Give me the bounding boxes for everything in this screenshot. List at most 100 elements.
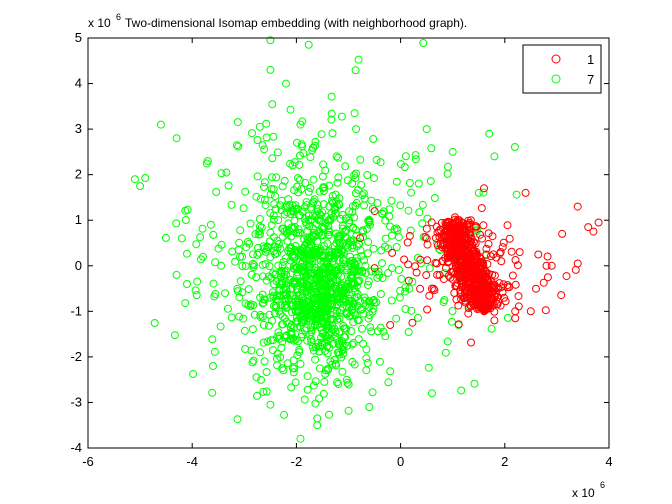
series-7-point bbox=[457, 386, 466, 395]
series-1-point bbox=[457, 255, 466, 264]
series-7-point bbox=[276, 353, 285, 362]
series-7-point bbox=[252, 373, 261, 382]
series-7-point bbox=[361, 261, 370, 270]
series-7-point bbox=[338, 367, 347, 376]
series-1-point bbox=[454, 320, 463, 329]
series-7-point bbox=[286, 159, 295, 168]
series-7-point bbox=[267, 185, 276, 193]
series-1-point bbox=[438, 241, 447, 250]
series-7-point bbox=[365, 297, 374, 306]
series-7-point bbox=[426, 177, 435, 186]
series-1-point bbox=[457, 223, 466, 232]
series-7-point bbox=[338, 224, 347, 233]
series-1-point bbox=[508, 271, 517, 280]
series-7-point bbox=[260, 178, 269, 187]
series-1-point bbox=[479, 258, 487, 267]
series-7-point bbox=[181, 299, 190, 308]
series-7-point bbox=[328, 296, 337, 305]
series-7-point bbox=[303, 290, 312, 299]
series-7-point bbox=[327, 209, 336, 218]
series-7-point bbox=[319, 200, 328, 209]
series-1-point bbox=[532, 284, 540, 293]
series-7-point bbox=[365, 403, 374, 411]
series-1-point bbox=[498, 288, 507, 297]
series-7-point bbox=[322, 264, 331, 273]
series-7-point bbox=[212, 188, 221, 196]
series-7-point bbox=[376, 158, 385, 167]
series-7-point bbox=[266, 400, 275, 409]
series-7-point bbox=[249, 301, 258, 310]
series-7-point bbox=[286, 105, 295, 114]
series-7-point bbox=[354, 266, 363, 275]
series-7-point bbox=[362, 345, 371, 354]
series-7-point bbox=[313, 414, 322, 423]
y-multiplier-base: x 10 bbox=[88, 16, 111, 30]
series-7-point bbox=[234, 142, 243, 151]
series-7-point bbox=[349, 236, 358, 245]
series-1-point bbox=[453, 278, 462, 287]
series-1-point bbox=[438, 257, 447, 265]
series-7-point bbox=[311, 141, 319, 150]
series-7-point bbox=[387, 196, 396, 205]
series-7-point bbox=[324, 330, 333, 339]
series-7-point bbox=[413, 254, 422, 262]
series-7-point bbox=[235, 312, 244, 321]
series-7-point bbox=[290, 222, 299, 231]
series-7-point bbox=[381, 234, 390, 243]
series-7-point bbox=[307, 271, 316, 280]
series-7-point bbox=[233, 287, 242, 296]
series-1-point bbox=[503, 283, 512, 292]
series-7-point bbox=[341, 264, 350, 273]
series-1-point bbox=[490, 282, 499, 291]
series-7-point bbox=[291, 295, 299, 303]
series-7-point bbox=[352, 169, 360, 178]
series-7-point bbox=[208, 335, 217, 344]
series-7-point bbox=[304, 284, 312, 293]
series-7-point bbox=[241, 187, 250, 196]
series-7-point bbox=[300, 326, 309, 335]
series-7-point bbox=[259, 242, 268, 251]
series-7-point bbox=[346, 236, 354, 245]
series-7-point bbox=[333, 276, 342, 285]
series-7-point bbox=[319, 187, 328, 195]
legend: 1 7 bbox=[522, 44, 602, 94]
series-7-point bbox=[343, 378, 352, 387]
series-1-point bbox=[416, 284, 425, 293]
series-1-point bbox=[490, 316, 499, 325]
series-7-point bbox=[349, 339, 358, 347]
series-7-point bbox=[407, 306, 416, 315]
series-7-point bbox=[310, 296, 319, 305]
series-7-point bbox=[392, 224, 401, 233]
series-7-point bbox=[315, 364, 324, 373]
series-1-point bbox=[497, 257, 506, 266]
series-7-point bbox=[360, 296, 369, 305]
series-1-point bbox=[486, 252, 495, 261]
series-7-point bbox=[239, 204, 248, 213]
series-1-point bbox=[541, 306, 550, 315]
series-1-point bbox=[403, 238, 412, 247]
series-7-point bbox=[260, 195, 269, 204]
series-7-point bbox=[214, 244, 223, 253]
series-7-point bbox=[280, 333, 289, 342]
series-7-point bbox=[301, 178, 310, 187]
series-7-point bbox=[325, 334, 334, 343]
series-1-point bbox=[473, 305, 482, 313]
series-7-point bbox=[327, 109, 336, 118]
series-7-point bbox=[275, 285, 284, 294]
series-1-point bbox=[514, 302, 523, 311]
series-7-point bbox=[474, 188, 483, 197]
series-1-point bbox=[562, 272, 571, 281]
series-7-point bbox=[233, 118, 242, 127]
series-1-point bbox=[459, 247, 468, 256]
series-7-point bbox=[341, 162, 350, 171]
series-7-point bbox=[223, 304, 232, 313]
series-7-point bbox=[303, 372, 312, 381]
series-7-point bbox=[322, 306, 331, 315]
series-7-point bbox=[384, 378, 393, 387]
series-7-point bbox=[351, 174, 360, 183]
series-7-point bbox=[156, 120, 165, 129]
series-7-point bbox=[269, 280, 278, 289]
series-7-point bbox=[302, 198, 311, 207]
series-7-point bbox=[392, 314, 401, 323]
series-1-point bbox=[423, 256, 432, 265]
